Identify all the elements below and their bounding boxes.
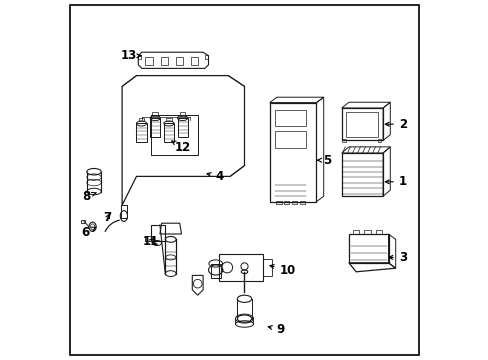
- Bar: [276, 201, 281, 204]
- Bar: [151, 115, 197, 155]
- Text: 1: 1: [385, 175, 406, 188]
- Text: 6: 6: [81, 226, 96, 239]
- Bar: [291, 201, 297, 204]
- Text: 7: 7: [103, 211, 112, 224]
- Text: 5: 5: [317, 154, 331, 167]
- Bar: [150, 118, 160, 137]
- Bar: [210, 264, 220, 278]
- Bar: [138, 55, 141, 59]
- Bar: [139, 118, 144, 121]
- Text: 3: 3: [388, 251, 406, 264]
- Bar: [342, 139, 346, 142]
- Text: 10: 10: [269, 264, 295, 276]
- Bar: [179, 112, 185, 116]
- Bar: [219, 254, 262, 281]
- Text: 11: 11: [142, 235, 159, 248]
- Bar: [341, 108, 382, 140]
- Bar: [81, 220, 85, 223]
- Bar: [346, 112, 378, 137]
- Text: 8: 8: [82, 190, 96, 203]
- Bar: [299, 201, 305, 204]
- Bar: [275, 131, 305, 148]
- Bar: [275, 110, 305, 126]
- Bar: [269, 103, 316, 202]
- Bar: [152, 112, 158, 116]
- Bar: [177, 118, 187, 137]
- Text: 4: 4: [206, 170, 223, 183]
- Text: 13: 13: [121, 49, 141, 62]
- Bar: [151, 225, 164, 241]
- Bar: [284, 201, 289, 204]
- Text: 2: 2: [385, 118, 406, 131]
- Bar: [163, 123, 174, 142]
- Text: 12: 12: [171, 141, 191, 154]
- Bar: [166, 118, 171, 121]
- Bar: [121, 205, 127, 218]
- Bar: [348, 234, 387, 263]
- Bar: [341, 153, 382, 196]
- Bar: [377, 139, 381, 142]
- Bar: [262, 259, 271, 276]
- Text: 9: 9: [268, 323, 284, 336]
- Bar: [204, 55, 207, 59]
- Bar: [136, 123, 146, 142]
